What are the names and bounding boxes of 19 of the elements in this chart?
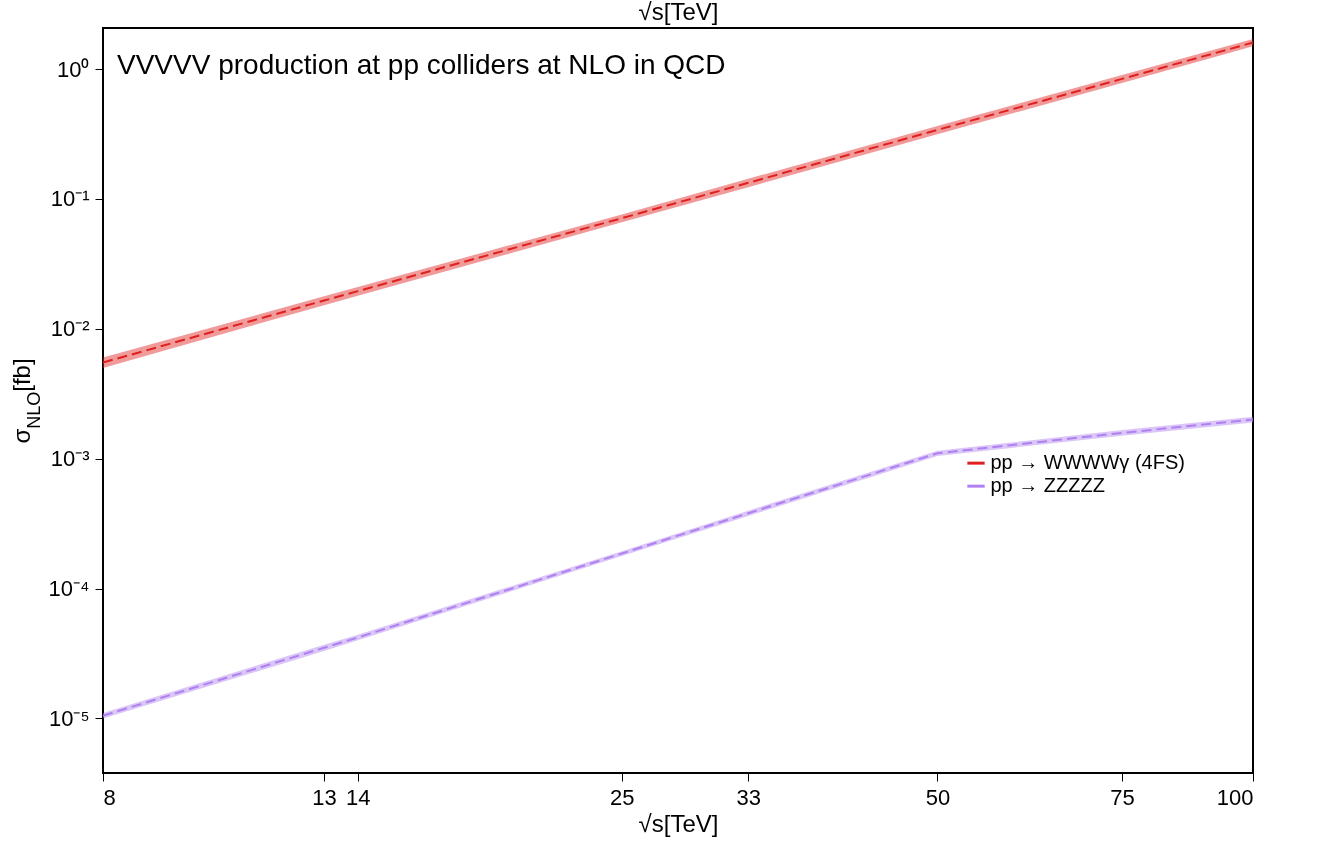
- text: VVVVV production at pp colliders at NLO in QCD: [117, 49, 726, 80]
- x-tick-label: 14: [346, 784, 371, 810]
- y-tick-label: 10⁰: [57, 56, 90, 82]
- x-tick-label: 50: [925, 784, 951, 810]
- legend-label: pp → WWWWγ (4FS): [990, 451, 1185, 474]
- y-tick-label: 10⁻³: [50, 446, 90, 472]
- x-tick-label: 75: [1110, 784, 1135, 810]
- x-axis-title: √s[TeV]: [638, 809, 719, 837]
- y-tick-label: 10⁻¹: [50, 186, 90, 212]
- y-tick-label: 10⁻⁵: [48, 705, 90, 731]
- y-tick-label: 10⁻⁴: [48, 576, 90, 602]
- y-tick-label: 10⁻²: [50, 316, 90, 342]
- x2-axis-title: √s[TeV]: [638, 0, 719, 25]
- legend-label: pp → ZZZZZ: [990, 474, 1105, 497]
- x-tick-label: 33: [736, 784, 761, 810]
- x-tick-label: 13: [312, 784, 337, 810]
- x-tick-label: 100: [1216, 784, 1254, 810]
- x-tick-label: 25: [610, 784, 635, 810]
- x-tick-label: 8: [103, 784, 116, 810]
